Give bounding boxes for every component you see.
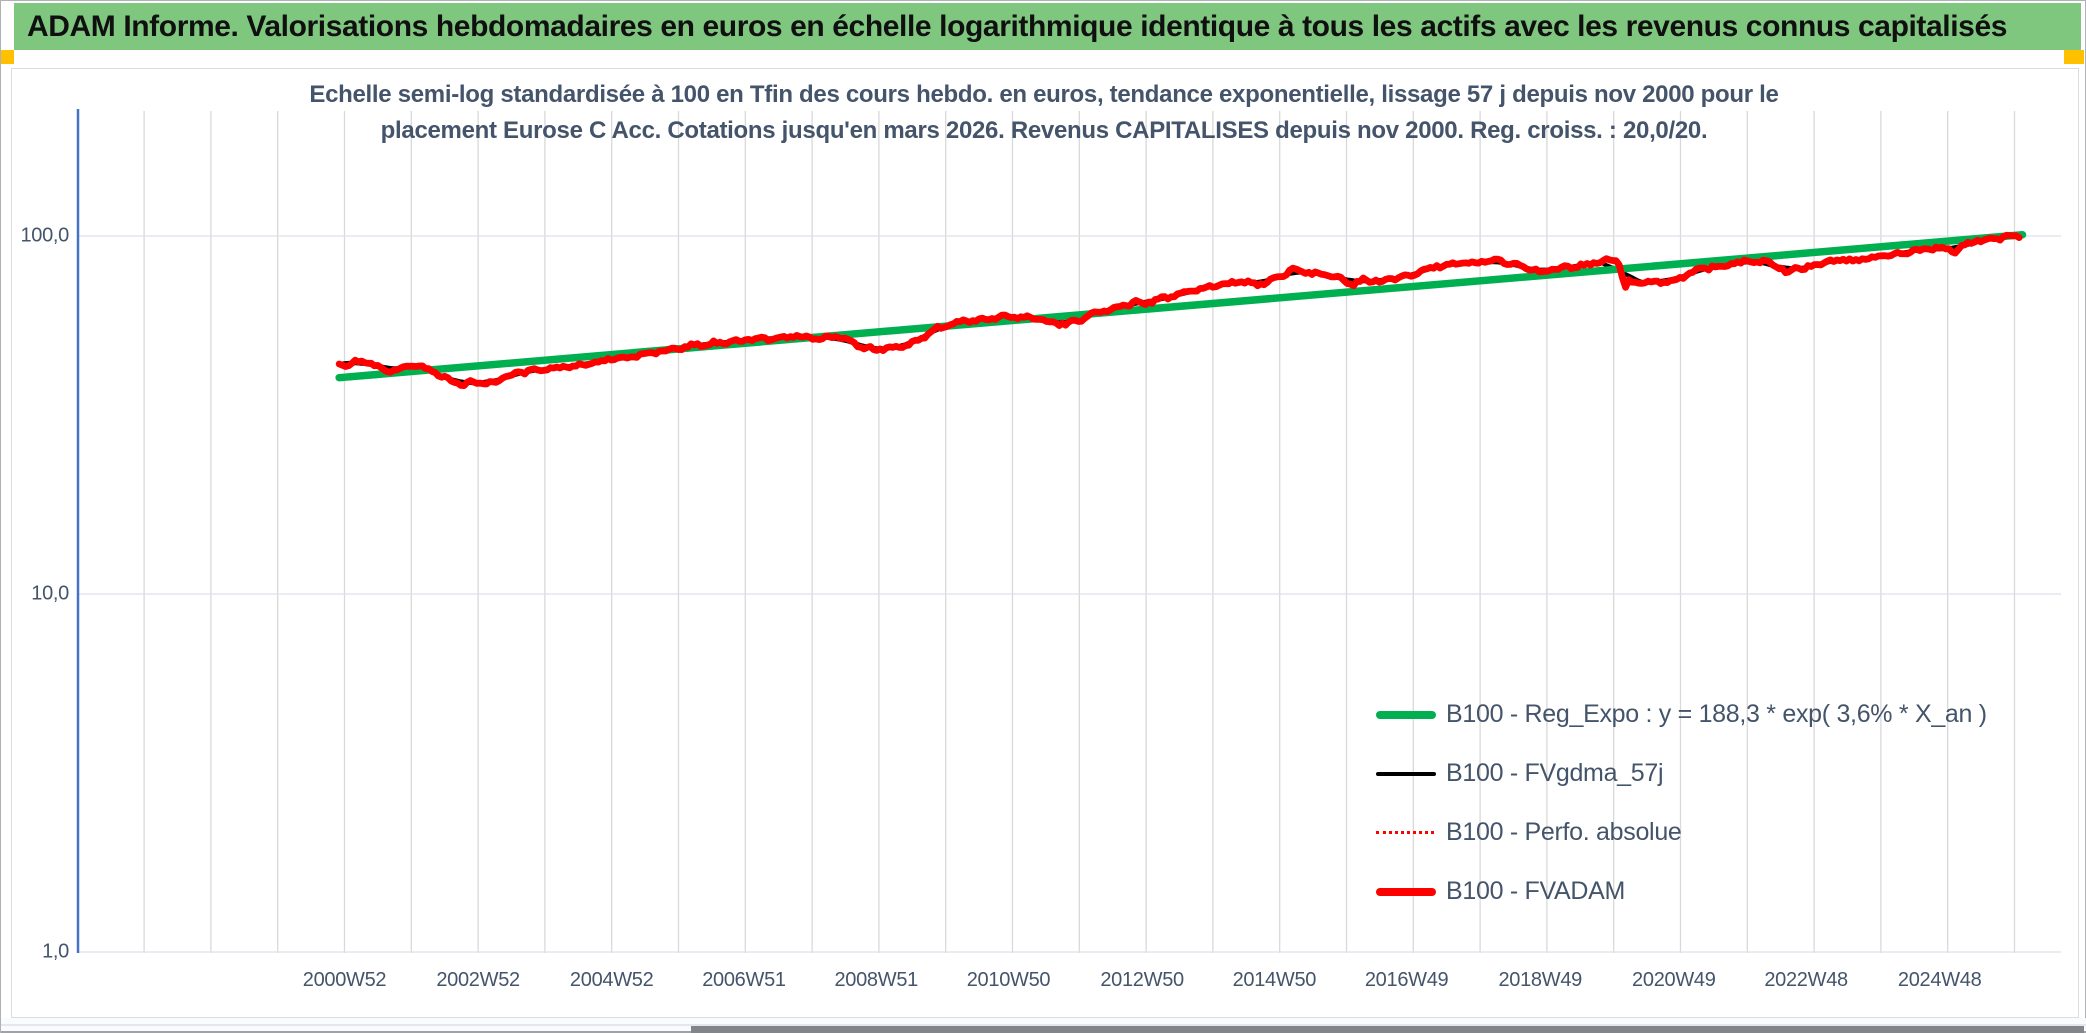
legend-label: B100 - Perfo. absolue — [1446, 818, 1682, 846]
title-bar: ADAM Informe. Valorisations hebdomadaire… — [14, 3, 2081, 50]
y-tick-label: 1,0 — [42, 940, 69, 963]
chart-subtitle-line-2: placement Eurose C Acc. Cotations jusqu'… — [380, 117, 1708, 144]
x-tick-label: 2016W49 — [1364, 969, 1449, 991]
chart-area — [11, 68, 2079, 1018]
legend-label: B100 - FVADAM — [1446, 877, 1626, 905]
legend-label: B100 - Reg_Expo : y = 188,3 * exp( 3,6% … — [1446, 700, 1987, 728]
x-tick-label: 2012W50 — [1100, 969, 1184, 991]
x-tick-label: 2018W49 — [1498, 969, 1582, 991]
green-line-marker-icon — [1376, 710, 1436, 719]
y-tick-label: 10,0 — [31, 582, 69, 605]
legend-item-perfo-absolue: B100 - Perfo. absolue — [1376, 803, 1987, 862]
black-line-marker-icon — [1376, 771, 1436, 776]
dotted-red-line-marker-icon — [1376, 831, 1434, 834]
x-tick-label: 2002W52 — [436, 969, 520, 991]
accent-square-top-right — [2064, 50, 2084, 64]
x-tick-label: 2024W48 — [1897, 969, 1982, 991]
x-tick-label: 2000W52 — [302, 969, 387, 991]
x-tick-label: 2020W49 — [1632, 969, 1716, 991]
chart-subtitle-line-1: Echelle semi-log standardisée à 100 en T… — [309, 81, 1779, 108]
x-tick-label: 2004W52 — [569, 969, 654, 991]
y-tick-label: 100,0 — [20, 224, 69, 247]
legend-item-fvgdma: B100 - FVgdma_57j — [1376, 744, 1987, 803]
fvadam-series-path — [335, 231, 2023, 389]
reg-expo-trend-line — [335, 231, 2027, 382]
horizontal-scrollbar-thumb[interactable] — [691, 1026, 2084, 1033]
bottom-divider — [1, 1024, 2086, 1026]
legend-label: B100 - FVgdma_57j — [1446, 759, 1664, 787]
legend: B100 - Reg_Expo : y = 188,3 * exp( 3,6% … — [1376, 685, 1987, 921]
chart-subtitle: Echelle semi-log standardisée à 100 en T… — [1, 77, 2086, 149]
x-tick-label: 2006W51 — [702, 969, 786, 991]
x-tick-label: 2010W50 — [966, 969, 1051, 991]
accent-square-top-left — [1, 50, 14, 64]
legend-item-reg-expo: B100 - Reg_Expo : y = 188,3 * exp( 3,6% … — [1376, 685, 1987, 744]
page-title: ADAM Informe. Valorisations hebdomadaire… — [27, 9, 2008, 43]
x-tick-label: 2014W50 — [1232, 969, 1317, 991]
x-tick-label: 2008W51 — [834, 969, 918, 991]
x-tick-label: 2022W48 — [1764, 969, 1848, 991]
red-line-marker-icon — [1376, 887, 1436, 896]
legend-item-fvadam: B100 - FVADAM — [1376, 862, 1987, 921]
